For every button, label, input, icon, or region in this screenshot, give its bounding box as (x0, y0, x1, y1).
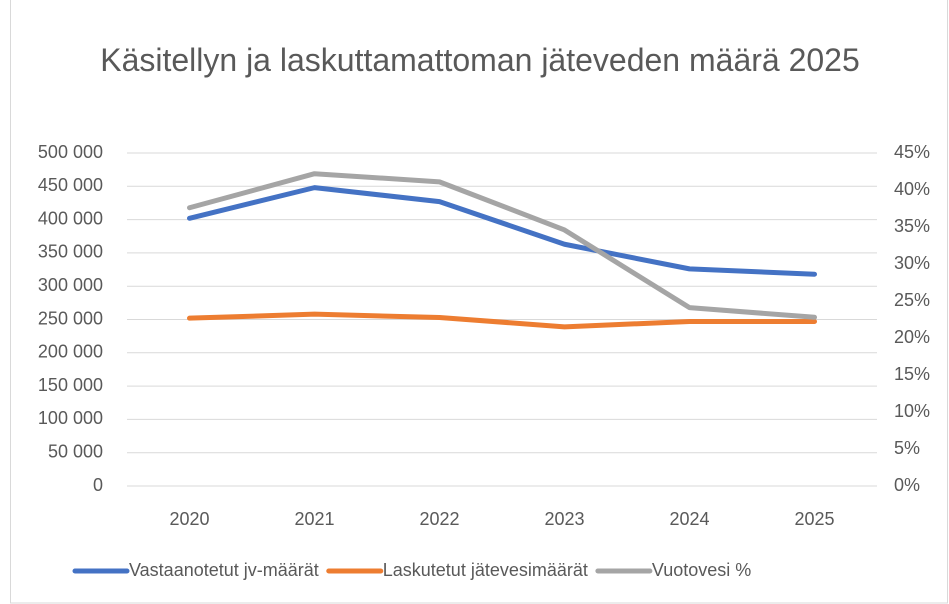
y2-tick-label: 40% (894, 179, 930, 199)
legend-label: Vuotovesi % (652, 560, 751, 580)
y-tick-label: 100 000 (38, 408, 103, 428)
y2-tick-label: 25% (894, 290, 930, 310)
x-tick-label: 2020 (169, 509, 209, 529)
y-tick-label: 450 000 (38, 175, 103, 195)
y2-tick-label: 35% (894, 216, 930, 236)
y2-tick-label: 15% (894, 364, 930, 384)
x-tick-label: 2022 (419, 509, 459, 529)
y-tick-label: 350 000 (38, 242, 103, 262)
chart-frame (10, 0, 948, 604)
x-tick-label: 2024 (669, 509, 709, 529)
y-tick-label: 0 (93, 475, 103, 495)
y2-tick-label: 20% (894, 327, 930, 347)
series-line (187, 171, 817, 320)
x-tick-label: 2023 (544, 509, 584, 529)
y2-tick-label: 0% (894, 475, 920, 495)
y-tick-label: 300 000 (38, 275, 103, 295)
y-tick-label: 500 000 (38, 142, 103, 162)
x-tick-label: 2025 (794, 509, 834, 529)
legend-label: Vastaanotetut jv-määrät (129, 560, 319, 580)
y-tick-label: 150 000 (38, 375, 103, 395)
x-tick-label: 2021 (294, 509, 334, 529)
chart-title: Käsitellyn ja laskuttamattoman jäteveden… (100, 42, 860, 78)
y-tick-label: 200 000 (38, 342, 103, 362)
legend-label: Laskutetut jätevesimäärät (383, 560, 588, 580)
series-line (187, 185, 817, 277)
y2-tick-label: 10% (894, 401, 930, 421)
y-tick-label: 400 000 (38, 208, 103, 228)
y-tick-label: 50 000 (48, 441, 103, 461)
y2-tick-label: 45% (894, 142, 930, 162)
y2-tick-label: 5% (894, 438, 920, 458)
y-tick-label: 250 000 (38, 308, 103, 328)
y2-tick-label: 30% (894, 253, 930, 273)
series-line (187, 311, 817, 330)
